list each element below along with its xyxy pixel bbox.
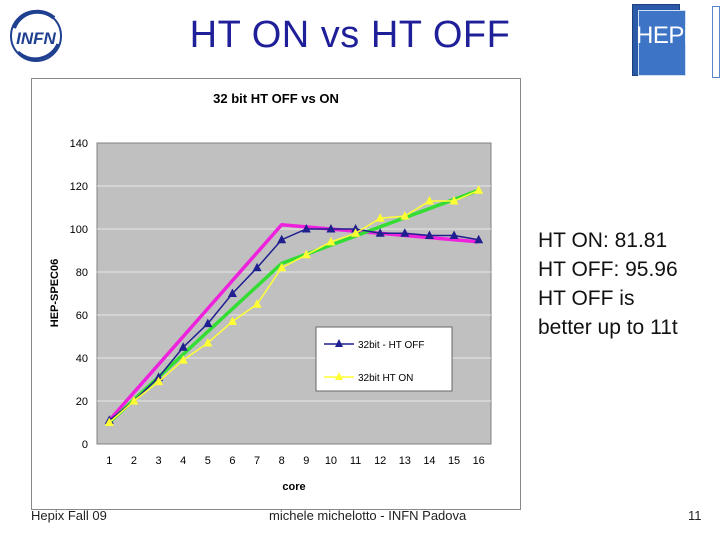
x-tick-label: 6 xyxy=(229,455,235,467)
data-point xyxy=(227,288,237,297)
x-tick-label: 12 xyxy=(374,455,386,467)
data-point xyxy=(375,228,385,237)
data-point xyxy=(227,316,237,325)
legend-marker-off xyxy=(335,339,343,347)
x-tick-label: 4 xyxy=(180,455,186,467)
x-tick-label: 13 xyxy=(399,455,411,467)
page-number: 11 xyxy=(688,508,702,523)
legend-label-on: 32bit HT ON xyxy=(358,373,413,384)
data-point xyxy=(424,230,434,239)
notes-text: HT ON: 81.81 HT OFF: 95.96 HT OFF is bet… xyxy=(538,226,678,342)
data-point xyxy=(474,234,484,244)
chart-frame: 32 bit HT OFF vs ON 0 20 40 60 80 100 120 140 1… xyxy=(31,78,521,510)
data-point xyxy=(449,196,459,205)
data-point xyxy=(154,376,164,386)
note-ht-on: HT ON: 81.81 xyxy=(538,229,668,252)
infn-logo: INFN xyxy=(6,8,68,64)
data-point xyxy=(277,262,287,272)
svg-text:INFN: INFN xyxy=(16,29,56,48)
x-tick-label: 2 xyxy=(131,455,137,467)
x-tick-label: 11 xyxy=(350,455,361,467)
x-tick-label: 10 xyxy=(325,455,337,467)
data-point xyxy=(326,236,336,246)
data-point xyxy=(301,224,311,233)
data-point xyxy=(203,318,213,328)
data-point xyxy=(400,211,410,220)
data-point xyxy=(252,262,262,272)
trendline xyxy=(107,222,479,422)
x-tick-label: 8 xyxy=(279,455,285,467)
data-point xyxy=(203,337,213,347)
data-point xyxy=(375,213,385,222)
data-point xyxy=(400,228,410,237)
data-point xyxy=(129,396,139,405)
slide-title: HT ON vs HT OFF xyxy=(189,14,511,56)
plot-area xyxy=(96,142,492,445)
data-point xyxy=(351,224,361,233)
y-tick-label: 20 xyxy=(76,396,88,408)
data-point xyxy=(351,228,361,237)
data-point xyxy=(277,234,287,244)
note-ht-off: HT OFF: 95.96 xyxy=(538,258,678,281)
legend-box xyxy=(315,326,453,392)
data-point xyxy=(178,355,188,364)
x-tick-label: 16 xyxy=(473,455,485,467)
legend-label-off: 32bit - HT OFF xyxy=(358,340,425,351)
y-tick-label: 40 xyxy=(76,353,88,365)
hepix-logo-text: HEPiX xyxy=(636,22,705,49)
data-point xyxy=(252,299,262,308)
x-tick-label: 14 xyxy=(423,455,435,467)
y-tick-label: 120 xyxy=(70,181,88,193)
chart-legend: 32bit - HT OFF 32bit HT ON xyxy=(315,326,453,392)
data-point xyxy=(301,249,311,259)
data-point xyxy=(178,342,188,351)
y-tick-label: 80 xyxy=(76,267,88,279)
footer-author: michele michelotto - INFN Padova xyxy=(269,508,467,523)
data-point xyxy=(424,196,434,205)
x-tick-label: 3 xyxy=(156,455,162,467)
y-tick-label: 140 xyxy=(70,138,88,150)
note-better-line1: HT OFF is xyxy=(538,287,635,310)
x-tick-label: 15 xyxy=(448,455,460,467)
x-tick-label: 1 xyxy=(106,455,112,467)
note-better-line2: better up to 11t xyxy=(538,316,678,339)
x-tick-label: 5 xyxy=(205,455,211,467)
series-line xyxy=(108,189,479,424)
y-tick-label: 0 xyxy=(82,439,88,451)
data-point xyxy=(326,224,336,233)
series-line xyxy=(108,228,479,421)
y-tick-label: 100 xyxy=(70,224,88,236)
x-tick-label: 9 xyxy=(303,455,309,467)
chart-title: 32 bit HT OFF vs ON xyxy=(213,91,339,106)
line-chart: 32 bit HT OFF vs ON 0 20 40 60 80 100 120 140 1… xyxy=(49,91,492,493)
hepix-logo: HEPiX xyxy=(630,2,720,78)
x-axis-label: core xyxy=(282,481,305,493)
footer-event: Hepix Fall 09 xyxy=(31,508,107,523)
data-point xyxy=(449,230,459,239)
legend-marker-on xyxy=(335,372,343,380)
y-tick-label: 60 xyxy=(76,310,88,322)
y-axis-label: HEP-SPEC06 xyxy=(49,259,61,327)
data-point xyxy=(474,185,484,194)
data-point xyxy=(104,417,114,426)
x-tick-label: 7 xyxy=(254,455,260,467)
